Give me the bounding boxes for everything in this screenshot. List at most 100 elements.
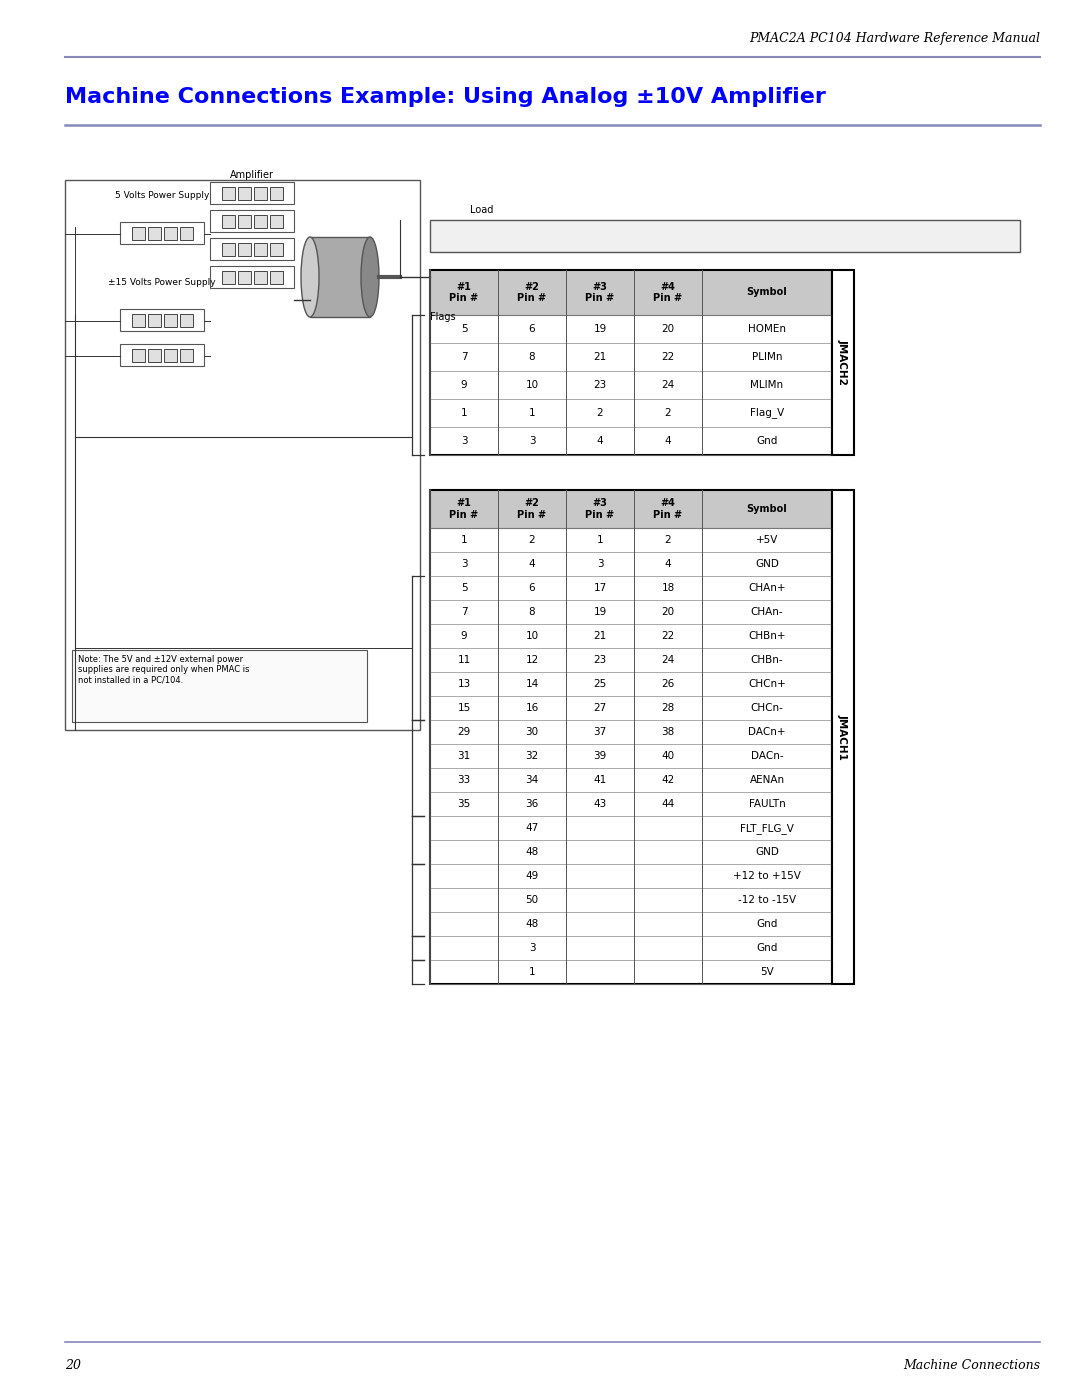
Bar (270, 271, 283, 284)
Text: 18: 18 (661, 583, 675, 594)
Text: JMACH1: JMACH1 (838, 714, 848, 760)
Text: 40: 40 (661, 752, 675, 761)
Text: #1
Pin #: #1 Pin # (449, 282, 478, 303)
Text: PMAC2A PC104 Hardware Reference Manual: PMAC2A PC104 Hardware Reference Manual (750, 32, 1040, 45)
Bar (254, 187, 267, 200)
Text: 35: 35 (457, 799, 471, 809)
Bar (132, 226, 145, 240)
Text: 1: 1 (529, 408, 536, 418)
Bar (179, 226, 192, 240)
Text: JMACH2: JMACH2 (838, 339, 848, 386)
Bar (132, 349, 145, 362)
Text: 44: 44 (661, 799, 675, 809)
Text: 6: 6 (529, 583, 536, 594)
Text: CHAn+: CHAn+ (748, 583, 786, 594)
Text: 20: 20 (661, 608, 675, 617)
Bar (120, 344, 204, 366)
Text: 25: 25 (593, 679, 607, 689)
Text: Machine Connections: Machine Connections (903, 1359, 1040, 1372)
Text: AENAn: AENAn (750, 775, 784, 785)
Text: 7: 7 (461, 352, 468, 362)
Text: 19: 19 (593, 608, 607, 617)
Text: 42: 42 (661, 775, 675, 785)
Bar (270, 215, 283, 228)
Text: FLT_FLG_V: FLT_FLG_V (740, 823, 794, 834)
Text: Symbol: Symbol (746, 288, 787, 298)
Text: 34: 34 (525, 775, 539, 785)
Bar (148, 314, 161, 327)
Text: 2: 2 (596, 408, 604, 418)
Text: #2
Pin #: #2 Pin # (517, 499, 546, 520)
Text: 22: 22 (661, 352, 675, 362)
Text: 3: 3 (529, 943, 536, 953)
Text: MLIMn: MLIMn (751, 380, 784, 390)
Text: #2
Pin #: #2 Pin # (517, 282, 546, 303)
Text: 21: 21 (593, 352, 607, 362)
Text: 10: 10 (526, 380, 539, 390)
Bar (163, 314, 176, 327)
Text: 10: 10 (526, 631, 539, 641)
Text: Amplifier: Amplifier (230, 170, 274, 180)
Text: 1: 1 (461, 408, 468, 418)
Text: #3
Pin #: #3 Pin # (585, 282, 615, 303)
Bar (163, 226, 176, 240)
Text: 4: 4 (596, 436, 604, 446)
Bar (148, 349, 161, 362)
Bar (430, 270, 832, 455)
Text: #1
Pin #: #1 Pin # (449, 499, 478, 520)
Bar (163, 349, 176, 362)
Bar (430, 490, 832, 985)
Bar (238, 271, 251, 284)
Text: 48: 48 (525, 919, 539, 929)
Text: 9: 9 (461, 380, 468, 390)
Text: 5V: 5V (760, 967, 774, 977)
Text: 22: 22 (661, 631, 675, 641)
Text: CHBn+: CHBn+ (748, 631, 786, 641)
Text: DACn+: DACn+ (748, 728, 786, 738)
Text: 32: 32 (525, 752, 539, 761)
Text: FAULTn: FAULTn (748, 799, 785, 809)
Bar (310, 237, 370, 317)
Bar (238, 215, 251, 228)
Text: Gnd: Gnd (756, 943, 778, 953)
Text: PLIMn: PLIMn (752, 352, 782, 362)
Text: 47: 47 (525, 823, 539, 833)
Text: 4: 4 (664, 436, 672, 446)
Text: 5 Volts Power Supply: 5 Volts Power Supply (114, 191, 210, 200)
Text: 23: 23 (593, 655, 607, 665)
Text: CHCn-: CHCn- (751, 703, 783, 714)
Text: 21: 21 (593, 631, 607, 641)
Text: 11: 11 (457, 655, 471, 665)
Text: 12: 12 (525, 655, 539, 665)
Bar (210, 182, 294, 204)
Text: 39: 39 (593, 752, 607, 761)
Text: 6: 6 (529, 324, 536, 334)
Text: Note: The 5V and ±12V external power
supplies are required only when PMAC is
not: Note: The 5V and ±12V external power sup… (78, 655, 249, 685)
Text: 5: 5 (461, 583, 468, 594)
Text: 3: 3 (596, 559, 604, 569)
Text: 1: 1 (529, 967, 536, 977)
Text: +5V: +5V (756, 535, 779, 545)
Text: GND: GND (755, 559, 779, 569)
Text: 13: 13 (457, 679, 471, 689)
Bar (430, 270, 832, 455)
Text: 4: 4 (664, 559, 672, 569)
Bar (65, 180, 420, 731)
Text: Gnd: Gnd (756, 919, 778, 929)
Text: 30: 30 (526, 728, 539, 738)
Text: 41: 41 (593, 775, 607, 785)
Ellipse shape (301, 237, 319, 317)
Text: 3: 3 (461, 436, 468, 446)
Text: +12 to +15V: +12 to +15V (733, 872, 801, 882)
Bar (210, 210, 294, 232)
Text: Machine Connections Example: Using Analog ±10V Amplifier: Machine Connections Example: Using Analo… (65, 87, 826, 108)
Text: 26: 26 (661, 679, 675, 689)
Bar (120, 309, 204, 331)
Bar (210, 237, 294, 260)
Bar (179, 314, 192, 327)
Text: 8: 8 (529, 608, 536, 617)
Bar (148, 226, 161, 240)
Text: 24: 24 (661, 380, 675, 390)
Text: ±15 Volts Power Supply: ±15 Volts Power Supply (108, 278, 216, 286)
Text: 50: 50 (526, 895, 539, 905)
